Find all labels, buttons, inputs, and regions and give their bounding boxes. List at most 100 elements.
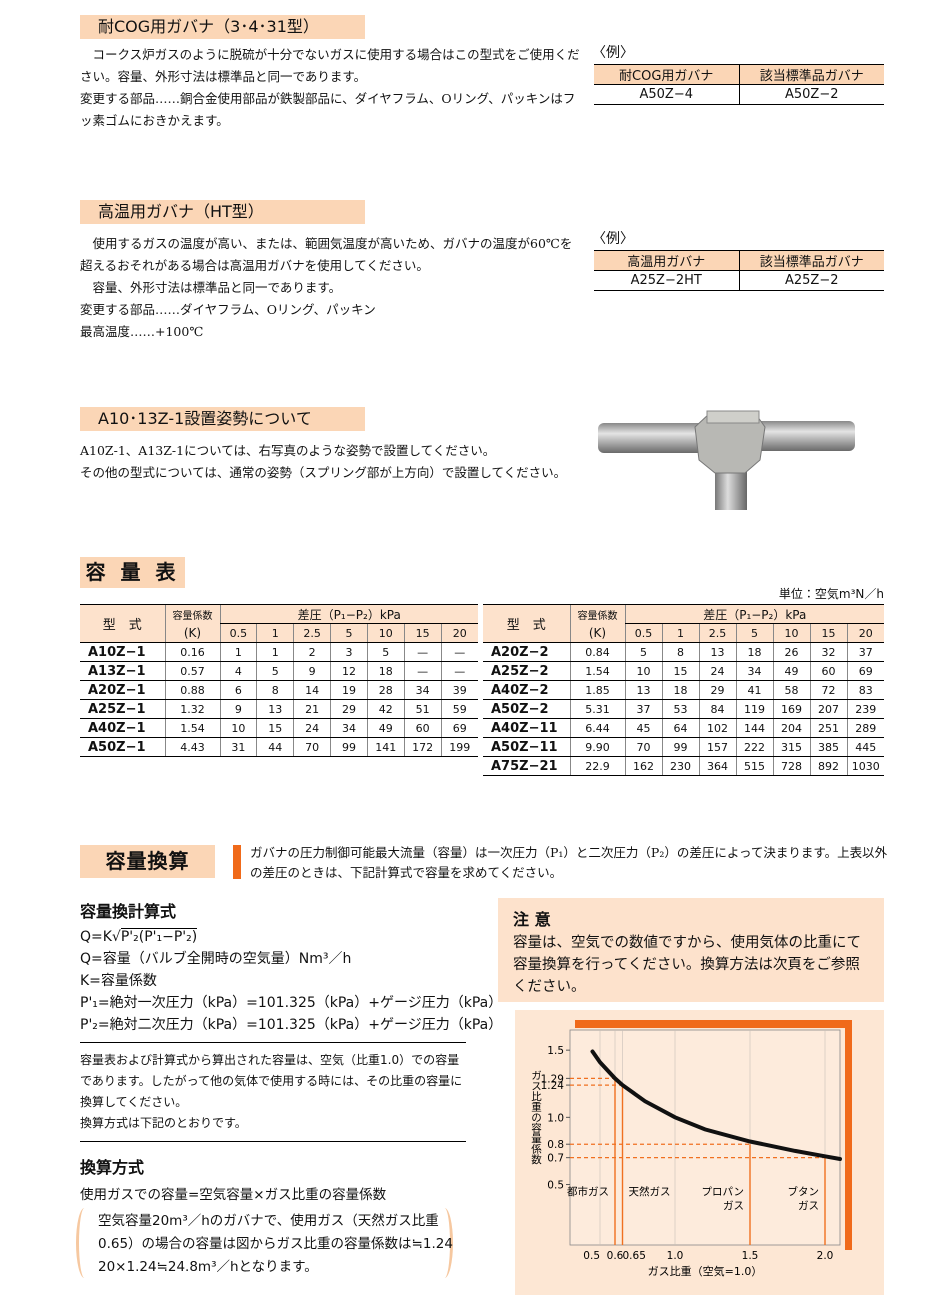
plot-area bbox=[569, 1029, 841, 1246]
model-cell: A13Z−1 bbox=[80, 661, 165, 681]
y-tick-label: 0.7 bbox=[547, 1153, 564, 1165]
cell: 69 bbox=[846, 661, 885, 681]
cell: 119 bbox=[735, 699, 773, 719]
accent-bar bbox=[233, 845, 241, 879]
paragraph: 使用するガスの温度が高い、または、範囲気温度が高いため、ガバナの温度が60℃を超… bbox=[80, 236, 573, 273]
cell: 1.32 bbox=[164, 699, 220, 719]
note-line: 容量表および計算式から算出された容量は、空気（比重1.0）での容量であります。し… bbox=[80, 1053, 463, 1109]
model-cell: A40Z−2 bbox=[483, 680, 570, 700]
marker-label: ガス bbox=[723, 1200, 744, 1212]
cell: — bbox=[403, 661, 442, 681]
marker-label: ブタン bbox=[788, 1185, 820, 1198]
cell: 172 bbox=[403, 737, 442, 757]
cell: 6.44 bbox=[569, 718, 625, 738]
header-cell: 10 bbox=[366, 623, 405, 643]
section-heading: 高温用ガバナ（HT型） bbox=[80, 200, 365, 224]
cell: — bbox=[440, 661, 478, 681]
model-cell: A25Z−1 bbox=[80, 699, 165, 719]
section-text: コークス炉ガスのように脱硫が十分でないガスに使用する場合はこの型式をご使用くださ… bbox=[80, 44, 580, 132]
header-cell: 0.5 bbox=[219, 623, 257, 643]
cell: 29 bbox=[698, 680, 736, 700]
model-cell: A50Z−2 bbox=[483, 699, 570, 719]
example-line: 20×1.24≒24.8m³／hとなります。 bbox=[98, 1259, 318, 1275]
cell: 1 bbox=[256, 642, 294, 662]
caution-title: 注 意 bbox=[513, 910, 551, 929]
cell: 230 bbox=[661, 756, 699, 776]
formula-radicand: P'₂(P'₁−P'₂) bbox=[120, 928, 198, 945]
paragraph: A10Z-1、A13Z-1については、右写真のような姿勢で設置してください。 bbox=[80, 443, 496, 458]
paragraph: 変更する部品……ダイヤフラム、Oリング、パッキン bbox=[80, 302, 376, 317]
cell: 169 bbox=[772, 699, 810, 719]
header-cell: 5 bbox=[330, 623, 368, 643]
header-cell: 5 bbox=[735, 623, 773, 643]
header-cell: 15 bbox=[809, 623, 847, 643]
capacity-table: 型 式容量係数 差圧（P₁−P₂）kPa (K) 0.5 1 2.5 5 10 15 20 A10Z… bbox=[80, 604, 478, 757]
cell: 21 bbox=[293, 699, 331, 719]
cell: 2 bbox=[293, 642, 331, 662]
y-axis-label: ガス比重の容量係数 bbox=[530, 1070, 542, 1165]
model-cell: A75Z−21 bbox=[483, 756, 570, 776]
cell: 10 bbox=[219, 718, 257, 738]
cell: 19 bbox=[330, 680, 368, 700]
paragraph: コークス炉ガスのように脱硫が十分でないガスに使用する場合はこの型式をご使用くださ… bbox=[80, 47, 580, 84]
cell: 515 bbox=[735, 756, 773, 776]
header-cell: 1 bbox=[256, 623, 294, 643]
cell: 18 bbox=[661, 680, 699, 700]
header-cell: 0.5 bbox=[624, 623, 662, 643]
cell: 41 bbox=[735, 680, 773, 700]
example-table: 耐COG用ガバナ 該当標準品ガバナ A50Z−4 A50Z−2 bbox=[594, 64, 884, 105]
cell: 51 bbox=[403, 699, 442, 719]
method-title: 換算方式 bbox=[80, 1158, 145, 1177]
cell: 99 bbox=[330, 737, 368, 757]
cell: 84 bbox=[698, 699, 736, 719]
header-cell: 型 式 bbox=[80, 604, 165, 643]
cell: 728 bbox=[772, 756, 810, 776]
model-cell: A40Z−11 bbox=[483, 718, 570, 738]
header-cell: 差圧（P₁−P₂）kPa bbox=[219, 604, 478, 624]
x-tick-label: 1.0 bbox=[667, 1250, 684, 1262]
cell: 32 bbox=[809, 642, 847, 662]
separator bbox=[80, 1141, 466, 1142]
section-text: A10Z-1、A13Z-1については、右写真のような姿勢で設置してください。 そ… bbox=[80, 440, 590, 484]
header-cell: 1 bbox=[661, 623, 699, 643]
y-tick-label: 0.8 bbox=[547, 1139, 564, 1151]
cell: 18 bbox=[735, 642, 773, 662]
example-line: 0.65）の場合の容量は図からガス比重の容量係数は≒1.24 bbox=[98, 1236, 453, 1252]
formula-prefix: Q=K√ bbox=[80, 929, 121, 945]
cell: 70 bbox=[624, 737, 662, 757]
cell: 13 bbox=[256, 699, 294, 719]
cell: 13 bbox=[698, 642, 736, 662]
header-cell: 該当標準品ガバナ bbox=[738, 250, 884, 271]
cell: 4 bbox=[219, 661, 257, 681]
cell: 31 bbox=[219, 737, 257, 757]
cell: 34 bbox=[403, 680, 442, 700]
cell: 102 bbox=[698, 718, 736, 738]
cell: 207 bbox=[809, 699, 847, 719]
example-label: 〈例〉 bbox=[592, 231, 634, 247]
cell: A25Z−2 bbox=[738, 270, 884, 291]
cell: 315 bbox=[772, 737, 810, 757]
cell: 1.54 bbox=[569, 661, 625, 681]
note: 容量表および計算式から算出された容量は、空気（比重1.0）での容量であります。し… bbox=[80, 1050, 470, 1134]
header-cell: 20 bbox=[846, 623, 885, 643]
cell: 64 bbox=[661, 718, 699, 738]
bracket bbox=[76, 1208, 93, 1278]
cell: 99 bbox=[661, 737, 699, 757]
cell: 83 bbox=[846, 680, 885, 700]
frame bbox=[575, 1020, 852, 1028]
cell: 1030 bbox=[846, 756, 885, 776]
section-heading: A10･13Z-1設置姿勢について bbox=[80, 407, 365, 431]
model-cell: A40Z−1 bbox=[80, 718, 165, 738]
cell: — bbox=[403, 642, 442, 662]
cell: 222 bbox=[735, 737, 773, 757]
cell: 204 bbox=[772, 718, 810, 738]
model-cell: A50Z−11 bbox=[483, 737, 570, 757]
cell: 29 bbox=[330, 699, 368, 719]
section-heading: 耐COG用ガバナ（3･4･31型） bbox=[80, 15, 365, 39]
header-cell: 高温用ガバナ bbox=[594, 250, 739, 271]
caution-box: 注 意 容量は、空気での数値ですから、使用気体の比重にて容量換算を行ってください… bbox=[498, 898, 884, 1002]
method: 使用ガスでの容量=空気容量×ガス比重の容量係数 bbox=[80, 1187, 387, 1203]
cell: 3 bbox=[330, 642, 368, 662]
definition: P'₂=絶対二次圧力（kPa）=101.325（kPa）+ゲージ圧力（kPa） bbox=[80, 1017, 503, 1033]
